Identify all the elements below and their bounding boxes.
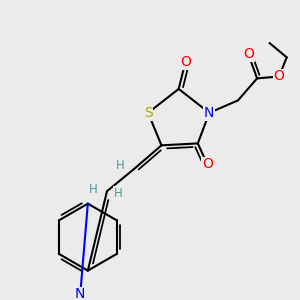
Text: H: H (114, 187, 123, 200)
Text: H: H (116, 159, 125, 172)
Text: O: O (202, 158, 213, 172)
Text: S: S (144, 106, 152, 120)
Text: N: N (204, 106, 214, 120)
Text: O: O (243, 47, 254, 61)
Text: O: O (180, 55, 191, 69)
Text: H: H (89, 183, 98, 196)
Text: O: O (274, 70, 284, 83)
Text: N: N (75, 287, 86, 300)
